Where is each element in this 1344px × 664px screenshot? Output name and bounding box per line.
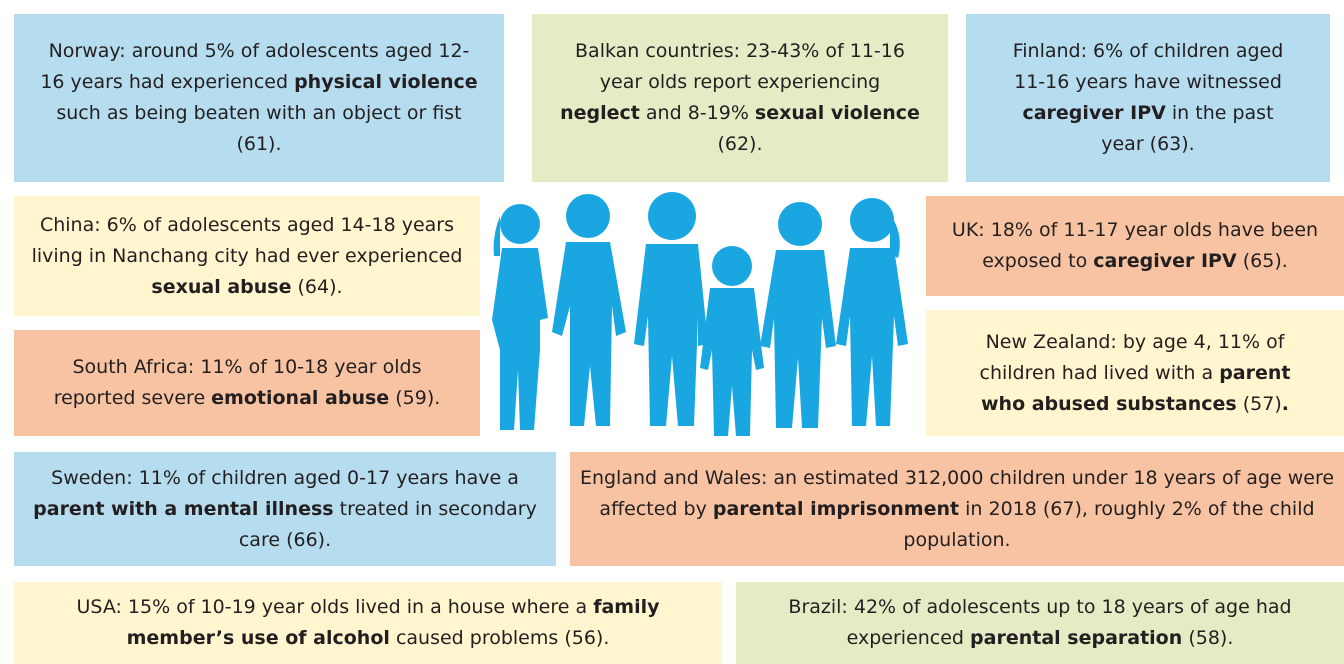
fact-box: South Africa: 11% of 10-18 year olds rep… — [14, 330, 480, 436]
fact-text-part: treated in secondary care (66). — [238, 497, 537, 551]
fact-text: China: 6% of adolescents aged 14-18 year… — [28, 210, 466, 303]
fact-box: Brazil: 42% of adolescents up to 18 year… — [736, 582, 1344, 664]
child-figure — [552, 194, 626, 426]
fact-text-part: (65). — [1236, 250, 1288, 272]
fact-text-part: (62). — [717, 133, 763, 155]
fact-box: Balkan countries: 23-43% of 11-16 year o… — [532, 14, 948, 182]
fact-text: Brazil: 42% of adolescents up to 18 year… — [776, 592, 1304, 654]
child-figure — [760, 202, 836, 428]
fact-text: Finland: 6% of children aged 11-16 years… — [1010, 36, 1286, 160]
highlight-text: caregiver IPV — [1093, 250, 1237, 272]
highlight-text: sexual abuse — [151, 275, 292, 298]
highlight-text: parental separation — [970, 627, 1183, 649]
fact-text-part: in the past year (63). — [1101, 102, 1274, 155]
fact-text-part: Norway: around 5% of adolescents aged 12… — [40, 40, 470, 93]
children-silhouettes — [492, 192, 908, 436]
fact-text-part: Balkan countries: 23-43% of 11-16 year o… — [575, 40, 905, 93]
highlight-text: . — [1281, 392, 1289, 415]
fact-text-part: such as being beaten with an object or f… — [56, 102, 462, 155]
highlight-text: parent with a mental illness — [33, 497, 334, 520]
fact-text-part: (59). — [389, 387, 441, 409]
fact-box: Finland: 6% of children aged 11-16 years… — [966, 14, 1330, 182]
fact-text-part: New Zealand: by age 4, 11% of children h… — [979, 330, 1285, 384]
child-figure — [700, 246, 764, 436]
fact-box: New Zealand: by age 4, 11% of children h… — [926, 310, 1344, 436]
highlight-text: physical violence — [294, 71, 478, 93]
fact-box: China: 6% of adolescents aged 14-18 year… — [14, 196, 480, 316]
fact-text-part: (58). — [1182, 627, 1234, 649]
child-figure — [836, 198, 908, 426]
fact-box: England and Wales: an estimated 312,000 … — [570, 452, 1344, 566]
fact-text-part: England and Wales: an estimated 312,000 … — [579, 466, 1335, 520]
fact-text: USA: 15% of 10-19 year olds lived in a h… — [30, 592, 706, 654]
highlight-text: neglect — [560, 102, 640, 124]
fact-text-part: in 2018 (67), roughly 2% of the child po… — [903, 497, 1315, 551]
highlight-text: parent who abused substances — [980, 361, 1291, 415]
fact-box: Norway: around 5% of adolescents aged 12… — [14, 14, 504, 182]
fact-text: Sweden: 11% of children aged 0-17 years … — [24, 463, 546, 556]
fact-box: USA: 15% of 10-19 year olds lived in a h… — [14, 582, 722, 664]
child-figure — [492, 204, 548, 430]
highlight-text: parental imprisonment — [712, 497, 960, 520]
fact-text: Balkan countries: 23-43% of 11-16 year o… — [560, 36, 920, 160]
fact-text-part: Sweden: 11% of children aged 0-17 years … — [51, 466, 519, 489]
fact-text-part: China: 6% of adolescents aged 14-18 year… — [31, 213, 463, 267]
fact-text-part: and 8-19% — [639, 102, 755, 124]
fact-box: Sweden: 11% of children aged 0-17 years … — [14, 452, 556, 566]
highlight-text: emotional abuse — [211, 387, 390, 409]
fact-text-part: Finland: 6% of children aged 11-16 years… — [1012, 40, 1284, 93]
fact-text: UK: 18% of 11-17 year olds have been exp… — [930, 215, 1340, 277]
fact-text-part: caused problems (56). — [389, 627, 610, 649]
fact-text-part: (64). — [291, 275, 343, 298]
fact-text-part: USA: 15% of 10-19 year olds lived in a h… — [76, 596, 594, 618]
highlight-text: family member’s use of alcohol — [126, 596, 660, 649]
fact-text: South Africa: 11% of 10-18 year olds rep… — [38, 352, 456, 414]
highlight-text: sexual violence — [754, 102, 920, 124]
highlight-text: caregiver IPV — [1022, 102, 1166, 124]
fact-text-part: UK: 18% of 11-17 year olds have been exp… — [951, 219, 1319, 272]
fact-box: UK: 18% of 11-17 year olds have been exp… — [926, 196, 1344, 296]
fact-text-part: South Africa: 11% of 10-18 year olds rep… — [53, 356, 422, 409]
fact-text-part: Brazil: 42% of adolescents up to 18 year… — [788, 596, 1292, 649]
fact-text: New Zealand: by age 4, 11% of children h… — [956, 327, 1314, 420]
fact-text-part: (57) — [1236, 392, 1282, 415]
fact-text: Norway: around 5% of adolescents aged 12… — [40, 36, 478, 160]
child-figure — [634, 192, 708, 426]
fact-text: England and Wales: an estimated 312,000 … — [574, 463, 1340, 556]
